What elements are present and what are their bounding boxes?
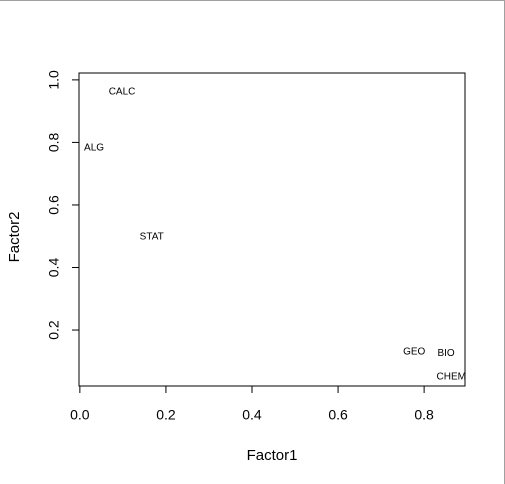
y-tick-label: 0.8 [46, 132, 62, 152]
x-tick-label: 0.2 [156, 407, 176, 423]
y-axis-label: Factor2 [6, 212, 23, 263]
point-label: ALG [84, 143, 104, 154]
point-label: BIO [437, 348, 454, 359]
point-label: STAT [140, 231, 164, 242]
y-tick-label: 0.2 [46, 320, 62, 340]
y-tick-label: 0.4 [46, 258, 62, 278]
y-tick-label: 1.0 [46, 70, 62, 90]
x-tick-label: 0.8 [414, 407, 434, 423]
x-tick-label: 0.4 [242, 407, 262, 423]
point-label: CALC [109, 86, 136, 97]
plot-box [78, 72, 466, 387]
y-tick-label: 0.6 [46, 195, 62, 215]
point-label: CHEM [437, 372, 466, 383]
point-label: GEO [403, 347, 425, 358]
x-tick-label: 0.6 [328, 407, 348, 423]
x-tick-label: 0.0 [70, 407, 90, 423]
x-axis-label: Factor1 [247, 447, 298, 464]
